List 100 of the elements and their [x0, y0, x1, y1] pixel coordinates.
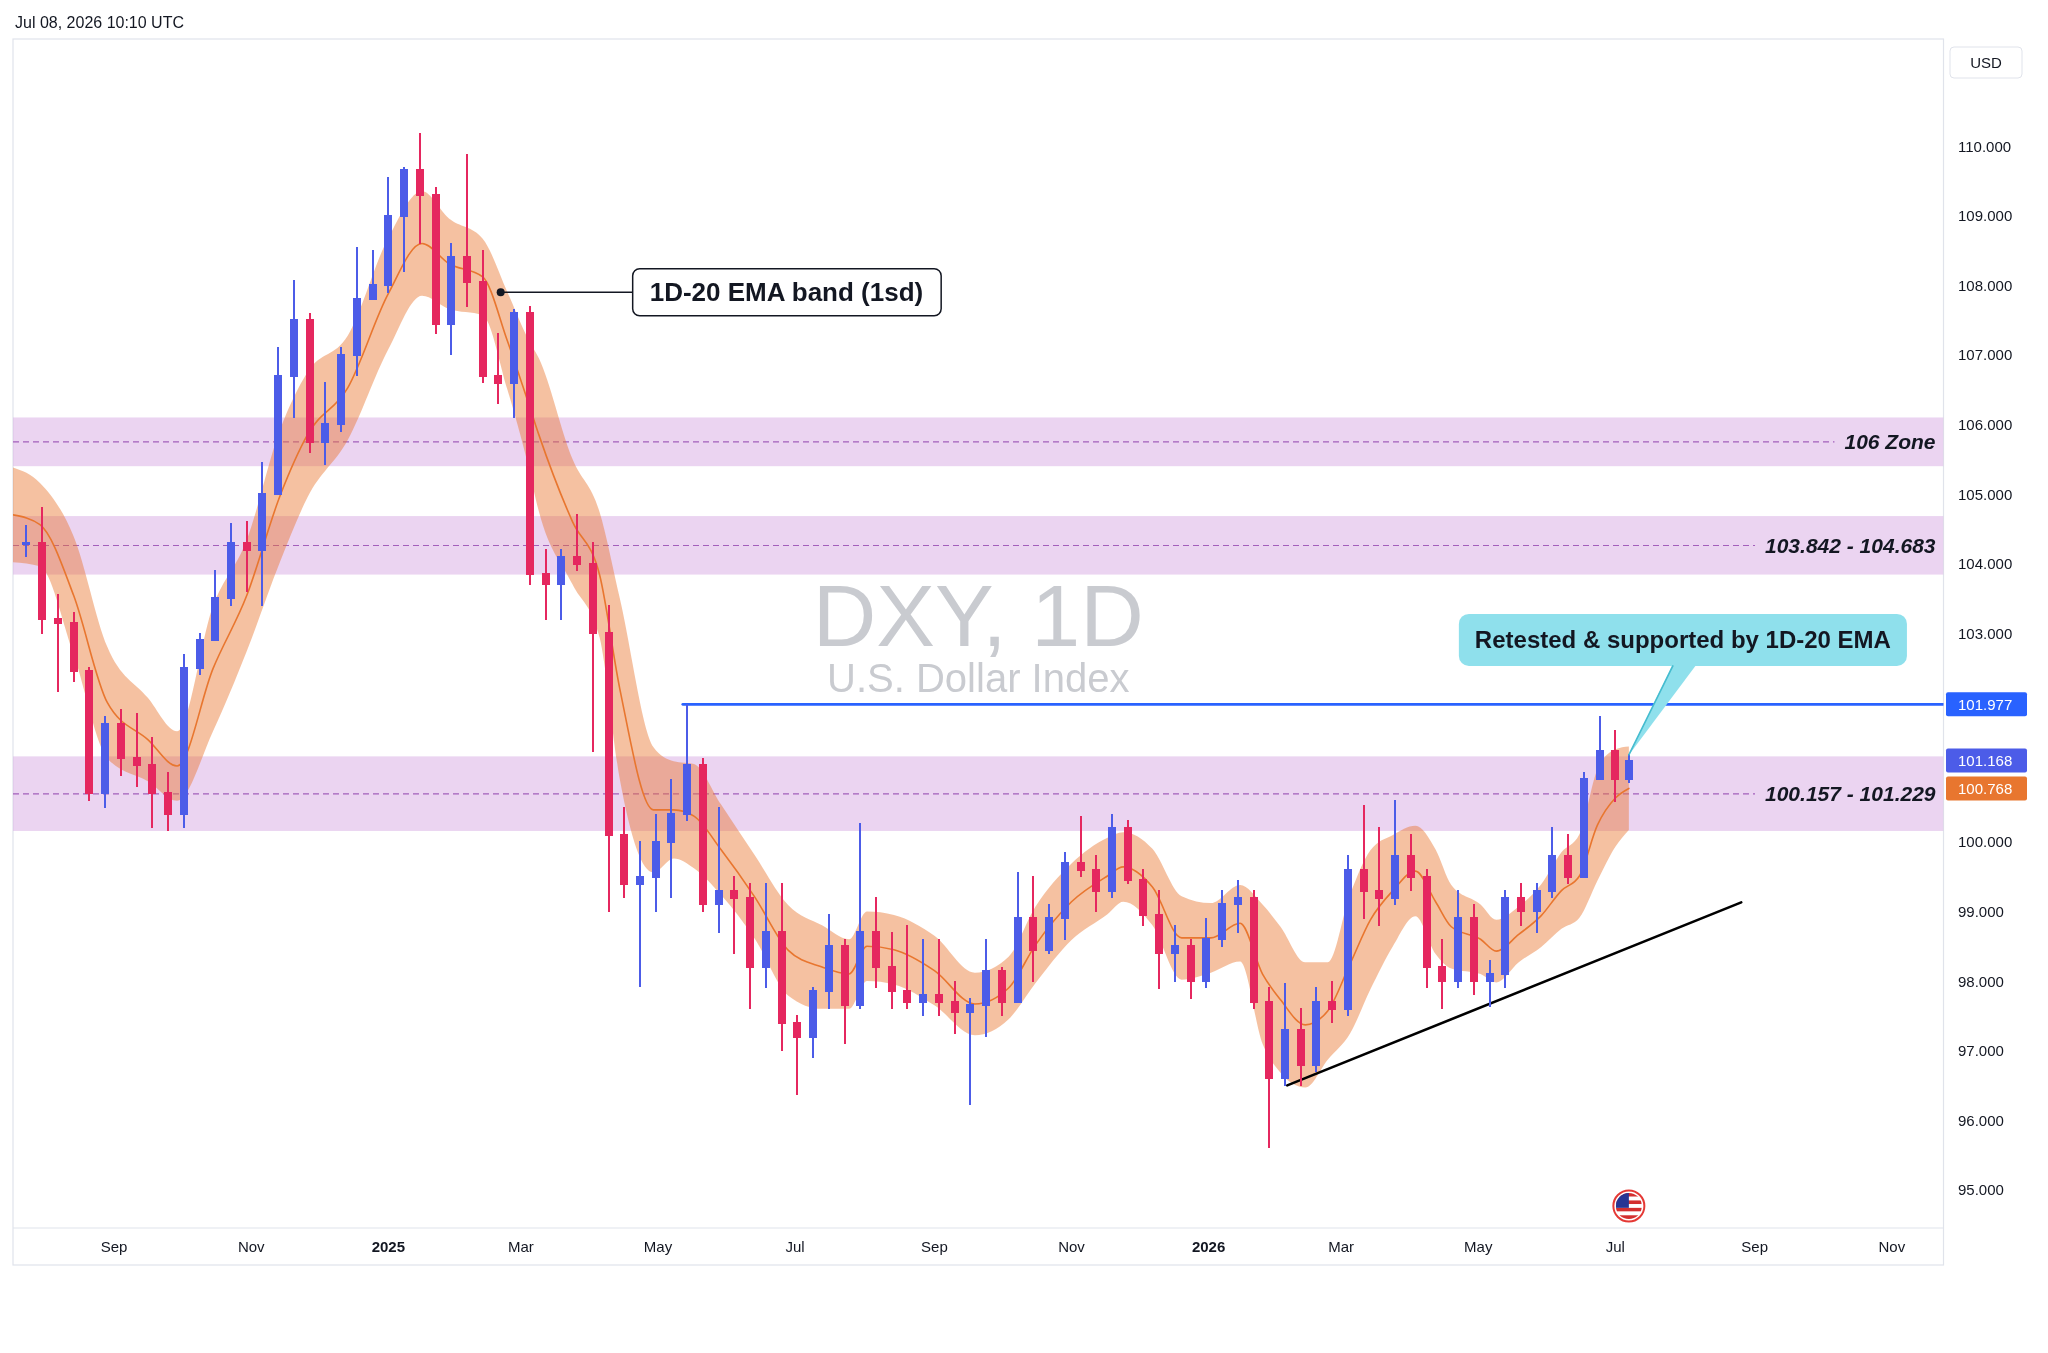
candlestick [542, 548, 550, 621]
band-label: 106 Zone [1844, 430, 1936, 454]
candlestick [809, 986, 817, 1059]
y-tick-label: 100.000 [1958, 833, 2013, 851]
candlestick [1611, 729, 1619, 803]
candlestick [1061, 851, 1069, 941]
candlestick [683, 703, 691, 822]
x-tick-label: May [643, 1237, 673, 1255]
candlestick [573, 513, 581, 572]
y-tick-label: 105.000 [1958, 485, 2013, 503]
candlestick [510, 308, 518, 419]
candlestick [447, 242, 455, 356]
candlestick [290, 279, 298, 419]
candlestick [1501, 889, 1509, 989]
candlestick [526, 305, 534, 586]
candlestick [778, 882, 786, 1052]
candlestick [746, 882, 754, 1010]
candlestick [1438, 938, 1446, 1010]
candlestick [1375, 826, 1383, 927]
x-tick-label: Sep [1741, 1237, 1769, 1255]
candlestick [1486, 959, 1494, 1008]
candlestick [715, 806, 723, 934]
candlestick [258, 461, 266, 607]
candlestick [416, 132, 424, 245]
x-tick-label: Mar [1328, 1237, 1355, 1255]
annotation: 101.977 [1958, 695, 2013, 713]
annotation: Retested & supported by 1D-20 EMA [1474, 626, 1891, 654]
candlestick [1423, 868, 1431, 989]
candlestick [951, 980, 959, 1035]
candlestick [1328, 980, 1336, 1024]
candlestick [872, 896, 880, 989]
annotation: 101.168 [1958, 752, 2013, 770]
y-axis-title: USD [1970, 54, 2002, 71]
candlestick [636, 840, 644, 988]
candlestick [1533, 882, 1541, 934]
y-tick-label: 99.000 [1958, 902, 2004, 920]
x-tick-label: Nov [1058, 1237, 1086, 1255]
candlestick [400, 166, 408, 273]
candlestick [432, 186, 440, 335]
candlestick [133, 712, 141, 788]
y-tick-label: 98.000 [1958, 972, 2004, 990]
candlestick [1580, 771, 1588, 878]
x-tick-label: 2026 [1191, 1237, 1226, 1255]
candlestick [1171, 924, 1179, 983]
candlestick [479, 249, 487, 384]
candlestick [557, 548, 565, 621]
x-tick-label: May [1464, 1237, 1493, 1255]
candlestick [306, 312, 314, 454]
candlestick [211, 569, 219, 642]
band-label: 100.157 - 101.229 [1765, 782, 1936, 806]
candlestick [762, 882, 770, 989]
candlestick [22, 524, 30, 558]
x-tick-label: Nov [237, 1237, 266, 1255]
candlestick [1344, 854, 1352, 1017]
candlestick [70, 611, 78, 683]
candlestick [54, 593, 62, 693]
candlestick [1312, 986, 1320, 1073]
candlestick [38, 506, 46, 635]
candlestick [1092, 854, 1100, 913]
candlestick [1265, 986, 1273, 1149]
candlestick [384, 176, 392, 294]
candlestick [164, 771, 172, 832]
candlestick [1124, 819, 1132, 885]
candlestick [1045, 903, 1053, 955]
candlestick [369, 249, 377, 301]
candlestick [1297, 1007, 1305, 1087]
candlestick [667, 778, 675, 899]
candlestick [1029, 875, 1037, 983]
candlestick [180, 653, 188, 829]
candlestick [148, 736, 156, 829]
candlestick [1548, 826, 1556, 899]
y-tick-label: 107.000 [1958, 346, 2013, 364]
candlestick [966, 997, 974, 1106]
candlestick [652, 813, 660, 913]
candlestick [101, 715, 109, 809]
candlestick [856, 822, 864, 1010]
y-tick-label: 104.000 [1958, 555, 2013, 573]
x-tick-label: Nov [1878, 1237, 1906, 1255]
x-tick-label: Jul [1605, 1237, 1625, 1255]
y-tick-label: 108.000 [1958, 276, 2013, 294]
candlestick [1202, 917, 1210, 989]
x-tick-label: Mar [507, 1237, 534, 1255]
candlestick [620, 806, 628, 899]
x-tick-label: 2025 [371, 1237, 405, 1255]
candlestick [1391, 799, 1399, 906]
candlestick [730, 875, 738, 955]
band-label: 103.842 - 104.683 [1765, 533, 1936, 557]
candlestick [1454, 889, 1462, 989]
candlestick [463, 153, 471, 308]
y-tick-label: 110.000 [1958, 137, 2012, 155]
x-tick-label: Sep [921, 1237, 948, 1255]
candlestick [1155, 889, 1163, 990]
candlestick [982, 938, 990, 1038]
candlestick [1517, 882, 1525, 927]
candlestick [1077, 815, 1085, 878]
x-tick-label: Sep [100, 1237, 128, 1255]
candlestick [1564, 833, 1572, 885]
candlestick [793, 1014, 801, 1096]
candlestick [825, 913, 833, 1010]
candlestick [1139, 868, 1147, 927]
